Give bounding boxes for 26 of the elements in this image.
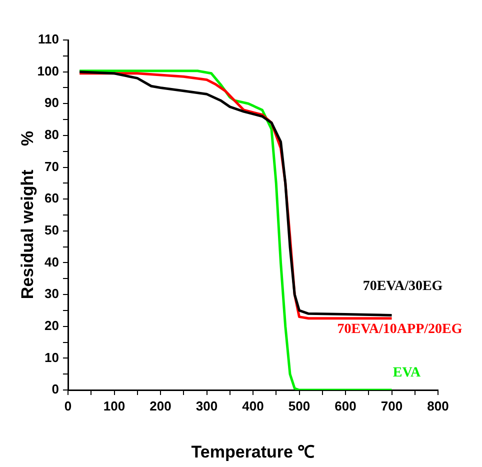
x-tick-label: 600 [334,398,356,414]
y-tick-label: 100 [37,63,59,78]
y-tick-label: 80 [44,127,59,142]
series-label: EVA [392,366,422,381]
x-tick-label: 300 [196,398,218,414]
y-tick-label: 110 [38,32,59,47]
x-tick-label: 800 [427,398,449,414]
y-tick-label: 90 [44,95,59,110]
x-tick-label: 100 [103,398,126,414]
y-axis-title: Residual weight % [18,130,37,300]
y-tick-label: 20 [44,318,59,333]
series-label: 70EVA/30EG [362,278,443,294]
y-tick-label: 10 [44,350,59,365]
series-label: 70EVA/10APP/20EG [337,322,462,338]
x-tick-label: 700 [380,398,403,414]
x-tick-label: 400 [242,398,264,414]
y-tick-label: 40 [44,254,59,270]
y-tick-label: 0 [52,382,59,397]
y-tick-label: 70 [44,158,59,174]
x-tick-label: 500 [288,398,310,414]
y-tick-label: 60 [44,190,59,206]
y-tick-label: 50 [44,222,59,238]
x-tick-label: 200 [150,398,172,414]
x-tick-label: 0 [64,398,72,414]
y-tick-label: 30 [44,286,59,302]
x-axis-title: Temperature ℃ [191,442,315,462]
